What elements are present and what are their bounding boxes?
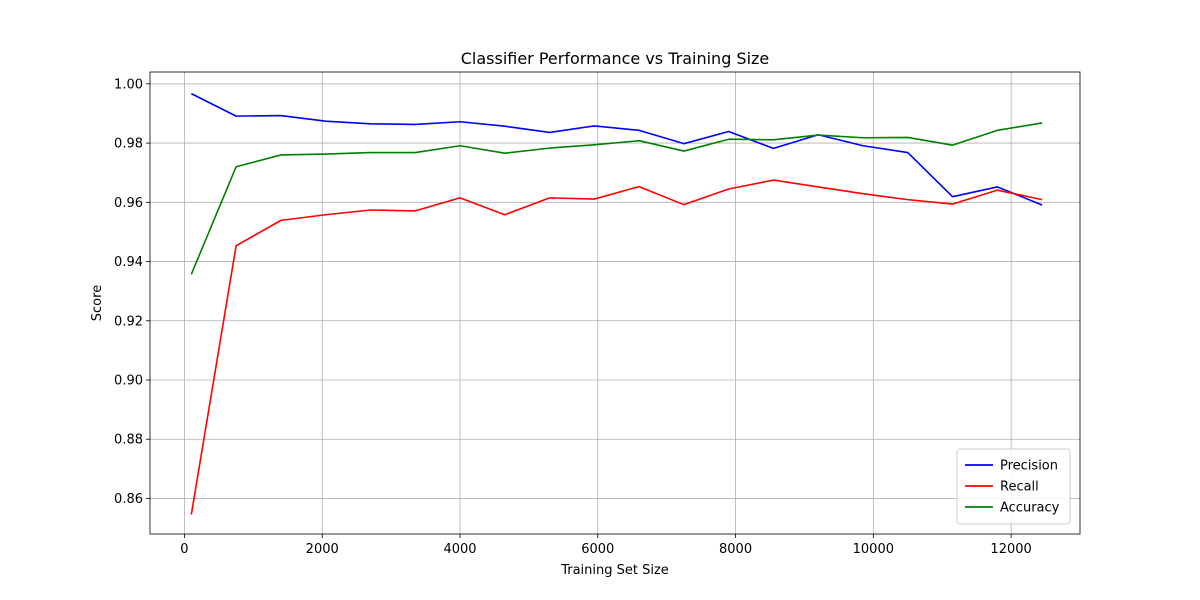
y-tick-label: 0.98 bbox=[114, 137, 143, 152]
x-tick-label: 4000 bbox=[443, 542, 476, 557]
x-tick-label: 8000 bbox=[719, 542, 752, 557]
series-line-precision bbox=[190, 92, 1043, 206]
series-line-accuracy bbox=[190, 122, 1043, 275]
chart-title: Classifier Performance vs Training Size bbox=[461, 49, 770, 68]
y-tick-label: 0.96 bbox=[114, 196, 143, 211]
legend-label-accuracy: Accuracy bbox=[1000, 501, 1060, 516]
axis-ticks: 0 2000 4000 6000 8000 10000 12000 0.86 0.88 0.90 0… bbox=[114, 77, 1032, 557]
legend-label-recall: Recall bbox=[1000, 480, 1039, 495]
x-tick-label: 6000 bbox=[581, 542, 614, 557]
y-tick-label: 0.90 bbox=[114, 374, 143, 389]
legend-box bbox=[956, 448, 1071, 525]
legend-label-precision: Precision bbox=[1000, 459, 1058, 474]
y-axis-label: Score bbox=[90, 285, 105, 321]
y-tick-label: 0.88 bbox=[114, 433, 143, 448]
x-tick-label: 12000 bbox=[990, 542, 1031, 557]
x-tick-label: 10000 bbox=[853, 542, 894, 557]
series-line-recall bbox=[190, 179, 1043, 515]
x-tick-label: 0 bbox=[180, 542, 188, 557]
plot-frame bbox=[149, 71, 1081, 535]
y-tick-label: 0.94 bbox=[114, 255, 143, 270]
x-axis-label: Training Set Size bbox=[560, 563, 669, 578]
x-tick-label: 2000 bbox=[306, 542, 339, 557]
legend: Precision Recall Accuracy bbox=[956, 448, 1071, 525]
y-tick-label: 0.92 bbox=[114, 314, 143, 329]
y-tick-label: 0.86 bbox=[114, 492, 143, 507]
series-lines bbox=[190, 92, 1043, 515]
y-tick-label: 1.00 bbox=[114, 77, 143, 92]
